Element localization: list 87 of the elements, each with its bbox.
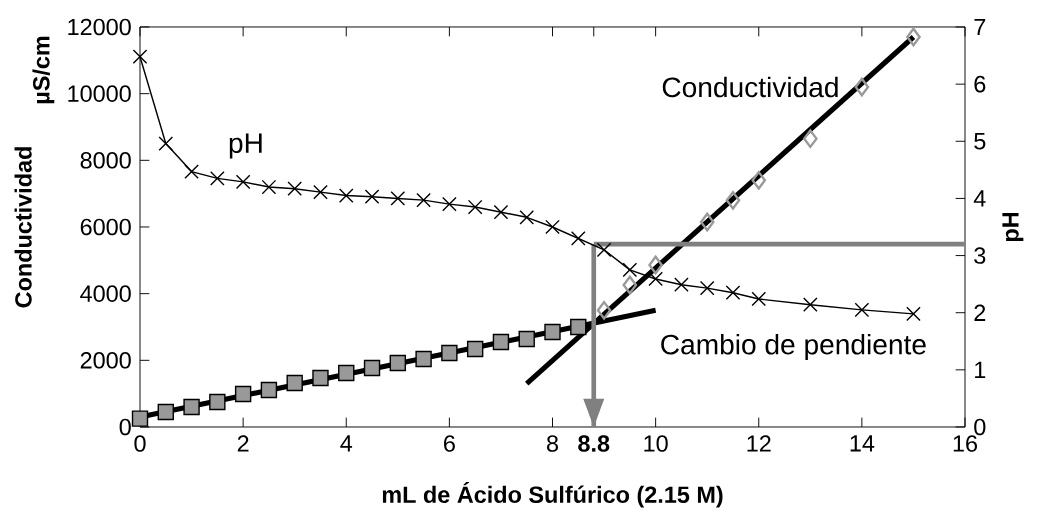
point	[674, 277, 689, 293]
point	[854, 302, 870, 318]
x-tick-label: 0	[134, 435, 146, 452]
point	[209, 393, 226, 411]
y-tick-label: 4000	[80, 285, 131, 302]
point	[184, 164, 199, 179]
y2-axis-title: pH	[1002, 212, 1024, 242]
point	[570, 231, 586, 246]
point	[363, 359, 381, 377]
point	[545, 219, 560, 235]
x-tick-label: 14	[850, 435, 875, 452]
point	[234, 385, 252, 403]
y-tick-label: 8000	[80, 152, 131, 169]
point	[390, 191, 406, 206]
point	[235, 174, 251, 190]
point	[389, 354, 407, 372]
x-tick-label: 8	[547, 435, 558, 452]
x-tick-label: 6	[444, 435, 455, 452]
x-tick-label: 2	[237, 435, 249, 452]
point	[466, 340, 484, 358]
y-tick-label: 12000	[68, 18, 131, 36]
point	[210, 171, 225, 186]
x-tick-label: 12	[747, 435, 771, 452]
x-tick-label: 16	[953, 435, 978, 452]
point	[338, 188, 354, 203]
point	[906, 27, 921, 47]
point	[751, 170, 767, 190]
point	[157, 403, 174, 421]
y-tick-label: 10000	[68, 85, 131, 102]
y2-tick-label: 5	[974, 133, 986, 150]
point	[622, 275, 638, 295]
y2-tick-label: 2	[974, 304, 986, 321]
point	[364, 189, 380, 205]
point	[518, 330, 535, 348]
annotation: Cambio de pendiente	[661, 333, 926, 361]
point	[725, 285, 741, 301]
point	[260, 381, 278, 399]
point	[906, 306, 921, 322]
point	[416, 192, 431, 208]
point	[648, 271, 663, 287]
point	[725, 190, 741, 210]
point	[699, 212, 715, 232]
y-tick-label: 0	[119, 418, 131, 436]
series-label: Conductividad	[662, 76, 838, 98]
x-axis-title: mL de Ácido Sulfúrico (2.15 M)	[382, 482, 723, 508]
point	[622, 262, 638, 278]
x-tick-label: 8.8	[578, 435, 610, 452]
y2-tick-label: 7	[974, 18, 986, 36]
x-tick-label: 4	[340, 435, 353, 452]
point	[286, 374, 303, 392]
y2-tick-label: 1	[975, 361, 986, 378]
y-axis-title: Conductividad	[14, 147, 32, 308]
point	[492, 333, 510, 351]
point	[338, 364, 355, 382]
point	[648, 255, 663, 275]
x-tick-label: 10	[644, 435, 668, 452]
point	[467, 199, 483, 215]
point	[442, 196, 457, 212]
y2-tick-label: 3	[974, 247, 986, 264]
point	[699, 280, 715, 296]
point	[131, 410, 149, 427]
point	[854, 77, 870, 97]
point	[313, 184, 328, 200]
point	[596, 242, 612, 258]
point	[132, 49, 148, 65]
y2-tick-label: 6	[974, 75, 986, 93]
series-label: pH	[229, 133, 262, 159]
point	[493, 204, 509, 220]
y-tick-label: 6000	[80, 218, 131, 236]
point	[183, 398, 200, 416]
point	[519, 209, 535, 225]
point	[287, 181, 303, 197]
y2-tick-label: 4	[973, 190, 986, 207]
point	[312, 369, 329, 387]
point	[802, 129, 818, 149]
y2-tick-label: 0	[974, 418, 986, 436]
point	[544, 323, 561, 341]
point	[441, 344, 458, 362]
point	[570, 318, 587, 336]
point	[261, 179, 277, 195]
point	[415, 350, 432, 368]
point	[751, 291, 767, 307]
y-tick-label: 2000	[80, 352, 131, 369]
point	[596, 300, 612, 320]
point	[802, 297, 818, 313]
point	[158, 136, 174, 151]
text: µS/cm	[32, 36, 55, 104]
